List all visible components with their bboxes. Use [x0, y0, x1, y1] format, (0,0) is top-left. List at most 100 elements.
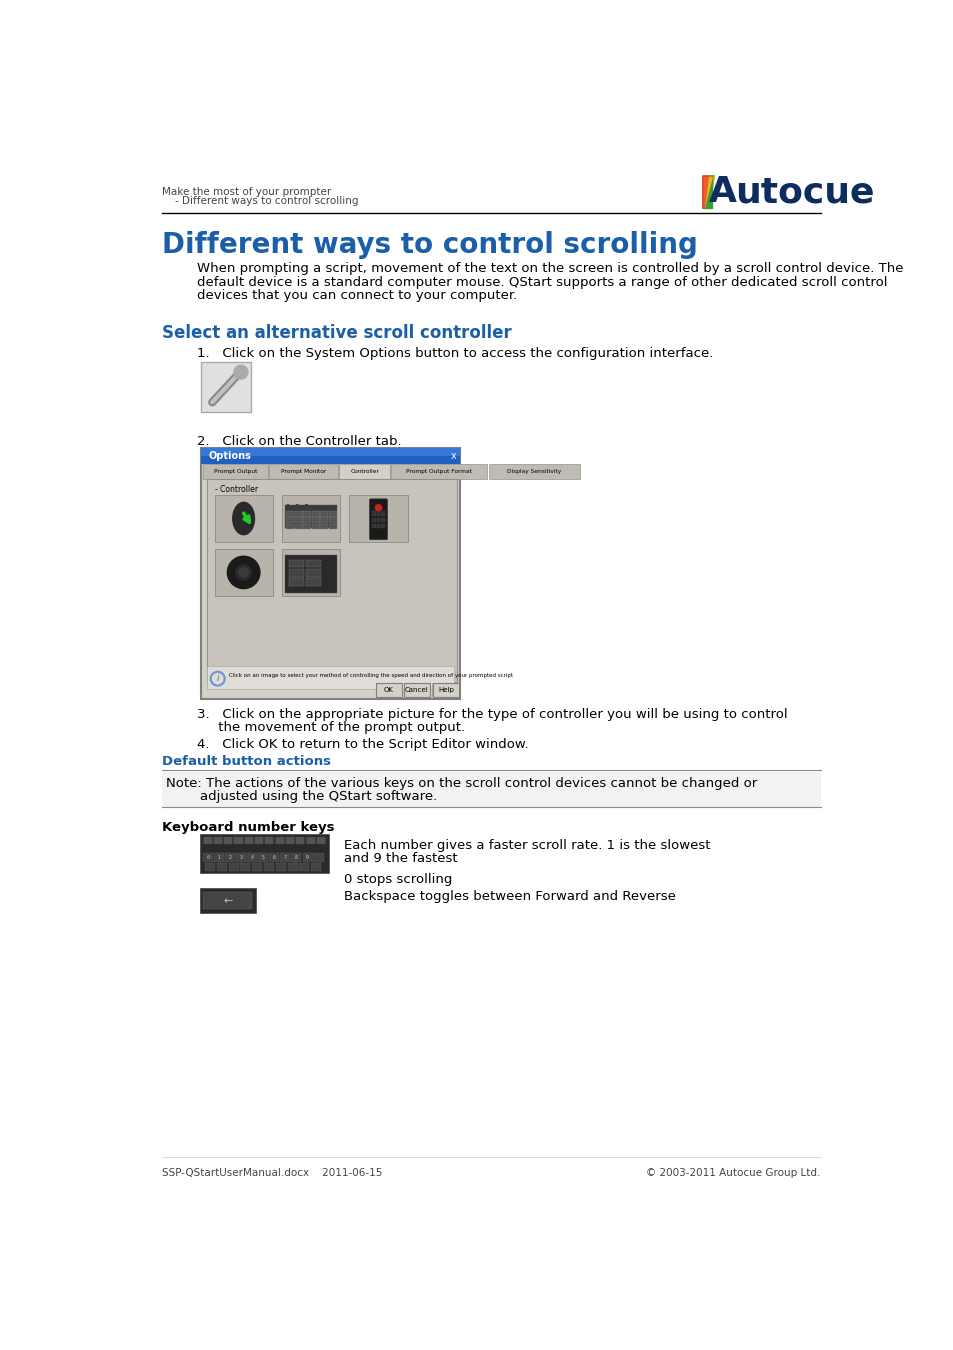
- FancyBboxPatch shape: [488, 464, 579, 479]
- FancyBboxPatch shape: [391, 464, 487, 479]
- Text: utocue: utocue: [735, 176, 874, 209]
- FancyBboxPatch shape: [376, 517, 380, 521]
- FancyBboxPatch shape: [312, 524, 319, 529]
- FancyBboxPatch shape: [269, 853, 279, 861]
- Text: 4: 4: [251, 855, 253, 860]
- FancyBboxPatch shape: [294, 524, 302, 529]
- FancyBboxPatch shape: [302, 853, 313, 861]
- FancyBboxPatch shape: [320, 517, 328, 522]
- FancyBboxPatch shape: [311, 863, 321, 871]
- FancyBboxPatch shape: [200, 448, 459, 464]
- FancyBboxPatch shape: [294, 512, 302, 517]
- Polygon shape: [703, 176, 714, 208]
- FancyBboxPatch shape: [200, 362, 251, 412]
- Polygon shape: [703, 177, 707, 208]
- Text: 4.   Click OK to return to the Script Editor window.: 4. Click OK to return to the Script Edit…: [196, 737, 528, 751]
- FancyBboxPatch shape: [254, 837, 263, 844]
- FancyBboxPatch shape: [338, 464, 390, 479]
- FancyBboxPatch shape: [216, 863, 227, 871]
- FancyBboxPatch shape: [269, 464, 337, 479]
- FancyBboxPatch shape: [303, 524, 311, 529]
- FancyBboxPatch shape: [299, 863, 309, 871]
- FancyBboxPatch shape: [203, 853, 213, 861]
- FancyBboxPatch shape: [200, 448, 459, 699]
- Text: Select an alternative scroll controller: Select an alternative scroll controller: [162, 324, 511, 342]
- Text: 2: 2: [228, 855, 232, 860]
- FancyBboxPatch shape: [162, 772, 820, 807]
- Text: Prompt Output Format: Prompt Output Format: [406, 468, 472, 474]
- Text: 0: 0: [206, 855, 209, 860]
- FancyBboxPatch shape: [303, 517, 311, 522]
- FancyBboxPatch shape: [376, 512, 380, 516]
- Text: 3.   Click on the appropriate picture for the type of controller you will be usi: 3. Click on the appropriate picture for …: [196, 707, 786, 721]
- FancyBboxPatch shape: [306, 578, 321, 586]
- Ellipse shape: [235, 564, 252, 580]
- FancyBboxPatch shape: [306, 568, 321, 576]
- FancyBboxPatch shape: [205, 863, 214, 871]
- FancyBboxPatch shape: [252, 863, 262, 871]
- Text: 0 stops scrolling: 0 stops scrolling: [344, 872, 452, 886]
- Text: Each number gives a faster scroll rate. 1 is the slowest: Each number gives a faster scroll rate. …: [344, 838, 710, 852]
- FancyBboxPatch shape: [275, 863, 286, 871]
- Text: 2.   Click on the Controller tab.: 2. Click on the Controller tab.: [196, 435, 401, 448]
- FancyBboxPatch shape: [202, 837, 327, 844]
- FancyBboxPatch shape: [372, 524, 375, 528]
- Text: Click on an image to select your method of controlling the speed and direction o: Click on an image to select your method …: [229, 672, 512, 678]
- Polygon shape: [703, 177, 711, 208]
- FancyBboxPatch shape: [314, 853, 323, 861]
- Text: 9: 9: [306, 855, 309, 860]
- FancyBboxPatch shape: [258, 853, 268, 861]
- Text: 1 2 3 ...: 1 2 3 ...: [286, 504, 327, 513]
- FancyBboxPatch shape: [312, 512, 319, 517]
- FancyBboxPatch shape: [203, 892, 252, 910]
- FancyBboxPatch shape: [203, 837, 212, 844]
- FancyBboxPatch shape: [372, 512, 375, 516]
- Text: Controller: Controller: [350, 468, 378, 474]
- FancyBboxPatch shape: [285, 555, 336, 593]
- FancyBboxPatch shape: [303, 512, 311, 517]
- FancyBboxPatch shape: [229, 863, 238, 871]
- FancyBboxPatch shape: [199, 834, 329, 873]
- FancyBboxPatch shape: [207, 479, 456, 682]
- FancyBboxPatch shape: [286, 517, 294, 522]
- FancyBboxPatch shape: [306, 837, 314, 844]
- Text: 1.   Click on the System Options button to access the configuration interface.: 1. Click on the System Options button to…: [196, 347, 713, 360]
- Text: ←: ←: [223, 895, 233, 906]
- FancyBboxPatch shape: [349, 494, 407, 543]
- Polygon shape: [702, 176, 714, 208]
- Text: Make the most of your prompter: Make the most of your prompter: [162, 186, 331, 197]
- FancyBboxPatch shape: [369, 500, 387, 540]
- FancyBboxPatch shape: [296, 837, 304, 844]
- Text: 5: 5: [261, 855, 264, 860]
- FancyBboxPatch shape: [306, 560, 321, 567]
- Text: Default button actions: Default button actions: [162, 755, 331, 768]
- Text: - Controller: - Controller: [214, 486, 257, 494]
- FancyBboxPatch shape: [213, 837, 222, 844]
- Text: 6: 6: [273, 855, 275, 860]
- Text: A: A: [708, 176, 737, 209]
- FancyBboxPatch shape: [316, 837, 325, 844]
- FancyBboxPatch shape: [247, 853, 257, 861]
- Text: - Different ways to control scrolling: - Different ways to control scrolling: [162, 196, 358, 207]
- Text: Cancel: Cancel: [405, 687, 428, 693]
- Text: x: x: [451, 451, 456, 462]
- FancyBboxPatch shape: [287, 863, 297, 871]
- Text: Options: Options: [208, 451, 251, 462]
- FancyBboxPatch shape: [289, 578, 304, 586]
- Ellipse shape: [233, 502, 254, 535]
- FancyBboxPatch shape: [214, 548, 273, 597]
- Text: Different ways to control scrolling: Different ways to control scrolling: [162, 231, 697, 259]
- FancyBboxPatch shape: [286, 524, 294, 529]
- FancyBboxPatch shape: [320, 524, 328, 529]
- FancyBboxPatch shape: [376, 524, 380, 528]
- FancyBboxPatch shape: [235, 853, 246, 861]
- FancyBboxPatch shape: [264, 863, 274, 871]
- Text: Keyboard number keys: Keyboard number keys: [162, 821, 334, 834]
- FancyBboxPatch shape: [282, 494, 340, 543]
- Text: i: i: [216, 674, 218, 683]
- FancyBboxPatch shape: [224, 837, 232, 844]
- FancyBboxPatch shape: [403, 683, 430, 697]
- FancyBboxPatch shape: [280, 853, 290, 861]
- Text: Prompt Monitor: Prompt Monitor: [280, 468, 326, 474]
- Text: devices that you can connect to your computer.: devices that you can connect to your com…: [196, 289, 517, 302]
